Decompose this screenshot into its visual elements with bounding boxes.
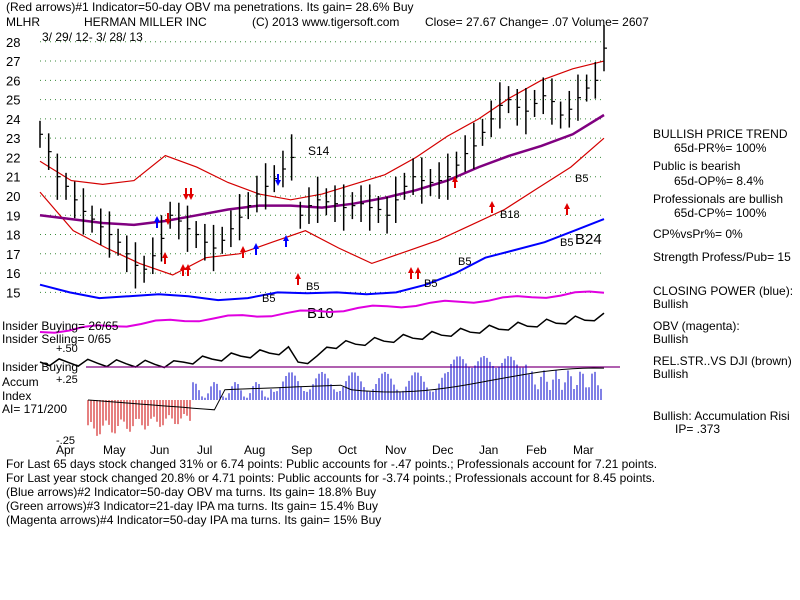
insider-buying-label: Insider Buying — [2, 360, 79, 374]
indicator-1-title: (Red arrows)#1 Indicator=50-day OBV ma p… — [6, 0, 414, 14]
signal-label: B18 — [500, 209, 520, 221]
y-tick-label: 15 — [6, 285, 20, 300]
signal-label: B5 — [560, 237, 573, 249]
strength-ratio: Strength Profess/Pub= 15 — [653, 250, 791, 264]
red-buy-arrow — [185, 264, 191, 276]
red-buy-arrow — [408, 267, 414, 279]
month-label: Jun — [150, 443, 169, 457]
date-range: 3/ 29/ 12- 3/ 28/ 13 — [42, 30, 143, 44]
insider-buying-ratio: Insider Buying= 26/65 — [2, 319, 119, 333]
accum-label: Accum — [2, 375, 39, 389]
footer-magenta-arrows: (Magenta arrows)#4 Indicator=50-day IPA … — [6, 513, 382, 527]
pr-value: 65d-PR%= 100% — [674, 141, 767, 155]
month-label: May — [103, 443, 126, 457]
y-tick-label: 19 — [6, 208, 20, 223]
month-label: Apr — [56, 443, 75, 457]
signal-label: B5 — [262, 293, 275, 305]
plus-50-label: +.50 — [56, 343, 78, 355]
y-tick-label: 23 — [6, 131, 20, 146]
red-sell-arrow — [165, 213, 171, 225]
y-tick-label: 21 — [6, 170, 20, 185]
signal-label: B5 — [306, 281, 319, 293]
red-buy-arrow — [452, 176, 458, 188]
y-tick-label: 18 — [6, 228, 20, 243]
accum-moving-average — [87, 367, 605, 411]
obv-line — [39, 290, 605, 334]
month-label: Sep — [291, 443, 313, 457]
closing-power-label: CLOSING POWER (blue): — [653, 284, 794, 298]
blue-arrow — [253, 243, 259, 255]
blue-arrow — [283, 235, 289, 247]
moving-average-line — [39, 113, 605, 227]
y-tick-label: 28 — [6, 35, 20, 50]
red-buy-arrow — [295, 273, 301, 285]
month-label: Dec — [432, 443, 453, 457]
accum-status: Bullish: Accumulation Risi — [653, 409, 790, 423]
ticker-symbol: MLHR — [6, 15, 41, 29]
relstr-value: Bullish — [653, 367, 689, 381]
month-label: Aug — [244, 443, 265, 457]
signal-label: B24 — [575, 231, 602, 248]
month-label: Nov — [385, 443, 406, 457]
footer-blue-arrows: (Blue arrows)#2 Indicator=50-day OBV ma … — [6, 485, 377, 499]
month-label: Mar — [573, 443, 594, 457]
blue-down-arrow — [275, 174, 281, 186]
month-label: Oct — [338, 443, 357, 457]
month-label: Jul — [197, 443, 212, 457]
red-sell-arrow — [183, 188, 189, 200]
cp-value: 65d-CP%= 100% — [674, 206, 767, 220]
footer-green-arrows: (Green arrows)#3 Indicator=21-day IPA ma… — [6, 499, 378, 513]
y-tick-label: 27 — [6, 54, 20, 69]
y-tick-label: 16 — [6, 266, 20, 281]
y-tick-label: 24 — [6, 112, 20, 127]
red-sell-arrow — [188, 188, 194, 200]
signal-label: S14 — [308, 144, 330, 158]
lower-band-line — [39, 137, 605, 276]
copyright: (C) 2013 www.tigersoft.com — [252, 15, 400, 29]
prof-title: Professionals are bullish — [653, 192, 784, 206]
red-buy-arrow — [162, 252, 168, 264]
company-name: HERMAN MILLER INC — [84, 15, 207, 29]
y-tick-label: 26 — [6, 73, 20, 88]
obv-label: OBV (magenta): — [653, 319, 740, 333]
footer-year: For Last year stock changed 20.8% or 4.7… — [6, 471, 656, 485]
minus-25-label: -.25 — [56, 435, 75, 447]
signal-label: B10 — [307, 305, 334, 322]
insider-selling-ratio: Insider Selling= 0/65 — [2, 332, 112, 346]
signal-label: B5 — [424, 278, 437, 290]
signal-label: B5 — [575, 173, 588, 185]
y-tick-label: 17 — [6, 247, 20, 262]
blue-arrow — [154, 216, 160, 228]
red-buy-arrow — [564, 203, 570, 215]
red-buy-arrow — [415, 267, 421, 279]
closing-power-value: Bullish — [653, 297, 689, 311]
op-value: 65d-OP%= 8.4% — [674, 174, 764, 188]
red-buy-arrow — [489, 201, 495, 213]
public-title: Public is bearish — [653, 159, 741, 173]
month-label: Feb — [526, 443, 547, 457]
y-tick-label: 22 — [6, 150, 20, 165]
upper-band-line — [39, 60, 605, 201]
red-buy-arrow — [180, 264, 186, 276]
red-buy-arrow — [240, 246, 246, 258]
footer-65day: For Last 65 days stock changed 31% or 6.… — [6, 457, 658, 471]
plus-25-label: +.25 — [56, 374, 78, 386]
trend-title: BULLISH PRICE TREND — [653, 127, 788, 141]
month-label: Jan — [479, 443, 498, 457]
ip-value: IP= .373 — [675, 422, 721, 436]
quote-info: Close= 27.67 Change= .07 Volume= 2607 — [425, 15, 649, 29]
index-label: Index — [2, 389, 32, 403]
closing-power-line — [39, 218, 605, 302]
y-tick-label: 20 — [6, 189, 20, 204]
y-tick-label: 25 — [6, 93, 20, 108]
signal-label: B5 — [458, 256, 471, 268]
cp-vs-pr: CP%vsPr%= 0% — [653, 227, 743, 241]
ai-value: AI= 171/200 — [2, 402, 68, 416]
relstr-label: REL.STR..VS DJI (brown) — [653, 354, 792, 368]
obv-value: Bullish — [653, 332, 689, 346]
